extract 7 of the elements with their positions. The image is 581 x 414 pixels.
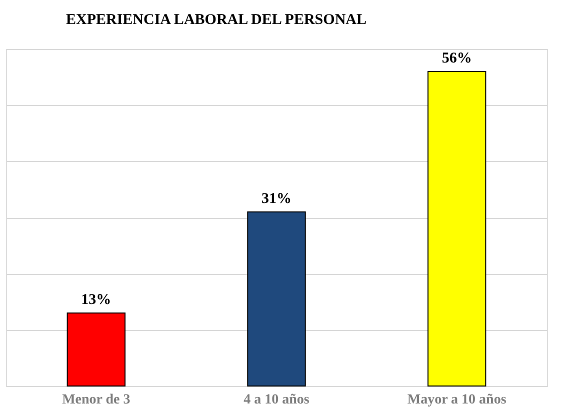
x-tick-label: Mayor a 10 años <box>407 392 507 408</box>
x-tick-label: Menor de 3 <box>62 392 130 408</box>
data-label: 56% <box>442 50 472 66</box>
chart-title: EXPERIENCIA LABORAL DEL PERSONAL <box>66 12 366 28</box>
data-label: 13% <box>81 292 112 308</box>
data-label: 31% <box>262 190 292 207</box>
x-tick-label: 4 a 10 años <box>244 392 310 408</box>
